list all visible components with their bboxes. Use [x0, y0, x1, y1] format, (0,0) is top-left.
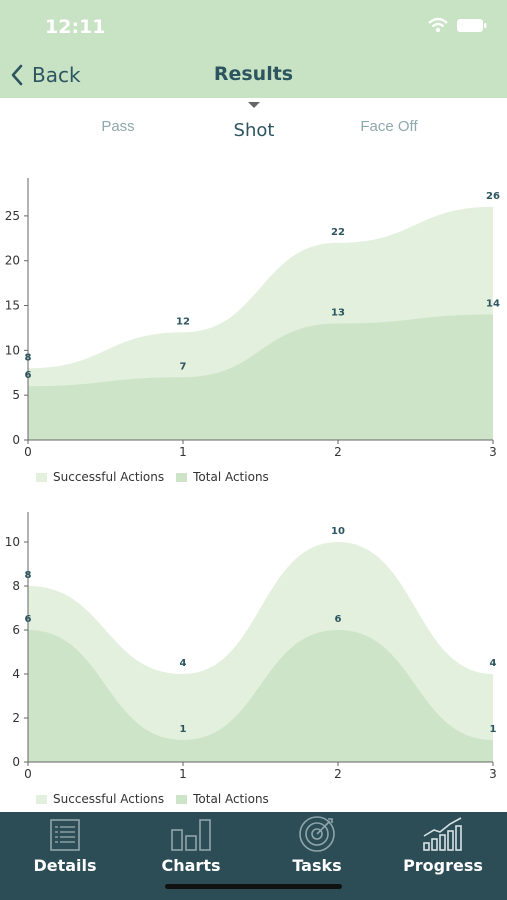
data-label: 4 — [490, 658, 497, 669]
tab-shot[interactable]: Shot — [233, 120, 275, 141]
data-label: 10 — [331, 526, 345, 537]
legend-swatch — [176, 472, 188, 482]
app-header: 12:11 Back Results — [0, 0, 507, 98]
battery-icon — [457, 19, 487, 32]
chart-1-legend: Successful Actions Total Actions — [36, 470, 281, 484]
legend-label: Total Actions — [193, 792, 269, 806]
chart-2-legend: Successful Actions Total Actions — [36, 792, 281, 806]
x-tick-label: 2 — [334, 445, 342, 459]
tab-progress-label: Progress — [403, 856, 483, 875]
data-label: 12 — [176, 316, 190, 327]
data-label: 8 — [25, 570, 32, 581]
legend-item-successful: Successful Actions — [36, 470, 164, 484]
back-label: Back — [32, 63, 81, 87]
page-title: Results — [213, 63, 294, 85]
home-indicator — [165, 884, 342, 889]
tab-details[interactable]: Details — [2, 812, 128, 900]
data-label: 14 — [486, 299, 500, 310]
y-tick-label: 0 — [12, 433, 20, 447]
y-tick-label: 2 — [12, 711, 20, 725]
document-list-icon — [50, 819, 80, 851]
tab-progress[interactable]: Progress — [380, 812, 506, 900]
x-tick-label: 1 — [179, 445, 187, 459]
progress-chart-icon — [423, 817, 462, 851]
bar-chart-icon — [171, 819, 211, 851]
tab-tasks[interactable]: Tasks — [254, 812, 380, 900]
data-label: 13 — [331, 307, 345, 318]
tab-charts[interactable]: Charts — [128, 812, 254, 900]
caret-down-icon — [248, 102, 260, 108]
tab-charts-label: Charts — [161, 856, 221, 875]
x-tick-label: 3 — [489, 445, 497, 459]
y-tick-label: 8 — [12, 579, 20, 593]
y-tick-label: 5 — [12, 388, 20, 402]
area-successful — [28, 314, 493, 440]
bottom-tab-bar: Details Charts Tasks — [0, 812, 507, 900]
area-successful — [28, 630, 493, 762]
data-label: 6 — [25, 614, 32, 625]
legend-swatch — [36, 472, 47, 482]
x-tick-label: 1 — [179, 767, 187, 780]
legend-label: Successful Actions — [53, 470, 165, 484]
legend-swatch — [176, 794, 188, 804]
y-tick-label: 0 — [12, 755, 20, 769]
data-label: 7 — [180, 361, 187, 372]
data-label: 22 — [331, 227, 345, 238]
chart-shot-2: 0 2 4 6 8 10 0 1 2 3 6 1 6 1 8 4 10 4 — [5, 512, 497, 780]
data-label: 6 — [25, 370, 32, 381]
y-tick-label: 10 — [5, 343, 20, 357]
data-label: 4 — [180, 658, 187, 669]
x-tick-label: 0 — [24, 767, 32, 780]
status-time: 12:11 — [45, 16, 106, 38]
legend-label: Total Actions — [193, 470, 269, 484]
legend-item-total: Total Actions — [176, 470, 269, 484]
x-tick-label: 3 — [489, 767, 497, 780]
wifi-icon — [428, 17, 448, 33]
target-icon — [299, 816, 335, 852]
chevron-left-icon — [11, 64, 23, 86]
status-icons — [427, 16, 489, 41]
legend-item-successful: Successful Actions — [36, 792, 164, 806]
legend-item-total: Total Actions — [176, 792, 269, 806]
x-tick-label: 0 — [24, 445, 32, 459]
data-label: 1 — [490, 724, 497, 735]
tab-pass[interactable]: Pass — [101, 118, 135, 135]
back-button[interactable]: Back — [10, 60, 81, 90]
legend-swatch — [36, 794, 47, 804]
y-tick-label: 4 — [12, 667, 20, 681]
y-tick-label: 10 — [5, 535, 20, 549]
y-tick-label: 25 — [5, 209, 20, 223]
x-tick-label: 2 — [334, 767, 342, 780]
tab-tasks-label: Tasks — [292, 856, 342, 875]
tab-face-off[interactable]: Face Off — [360, 118, 418, 135]
data-label: 1 — [180, 724, 187, 735]
y-tick-label: 15 — [5, 299, 20, 313]
y-tick-label: 20 — [5, 254, 20, 268]
legend-label: Successful Actions — [53, 792, 165, 806]
y-tick-label: 6 — [12, 623, 20, 637]
data-label: 6 — [335, 614, 342, 625]
data-label: 26 — [486, 191, 500, 202]
tab-details-label: Details — [33, 856, 97, 875]
data-label: 8 — [25, 352, 32, 363]
